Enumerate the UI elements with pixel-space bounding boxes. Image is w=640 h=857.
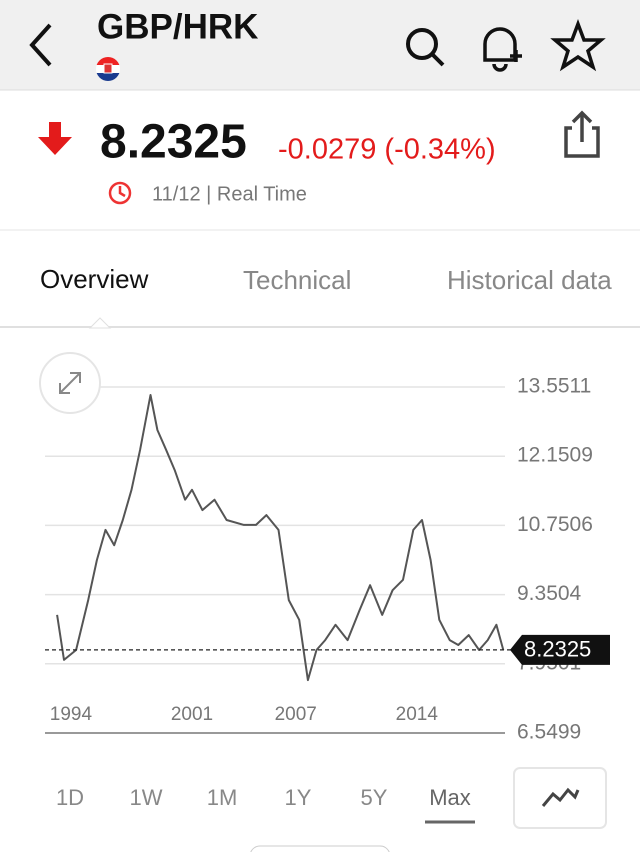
price-change: -0.0279 (-0.34%) [278,134,496,166]
clock-icon [108,181,132,205]
x-tick-label: 2001 [171,704,213,725]
x-tick-label: 2007 [275,704,317,725]
expand-button[interactable] [39,352,101,414]
top-bar [0,0,640,90]
y-tick-label: 13.5511 [517,375,591,398]
range-button[interactable]: 1M [207,785,238,810]
price-line [56,394,505,682]
x-tick-label: 1994 [50,704,93,725]
search-button[interactable] [406,28,445,67]
down-arrow [38,122,72,155]
y-tick-label: 9.3504 [517,582,582,605]
tab[interactable]: Historical data [447,265,612,295]
range-button[interactable]: Max [429,785,471,810]
last-price-marker [510,634,610,665]
bottom-handle [249,845,391,857]
flag [96,57,120,81]
back-button[interactable] [29,23,52,67]
x-tick-label: 2014 [396,704,439,725]
pair-title: GBP/HRK [97,7,258,46]
y-tick-label: 10.7506 [517,513,593,536]
range-selector: 1D 1W 1M 1Y 5Y Max [56,785,475,824]
y-tick-label: 6.5499 [517,721,581,744]
alert-button[interactable] [483,27,522,72]
tab[interactable]: Overview [40,264,149,294]
range-button[interactable]: 5Y [361,785,388,810]
last-price-label: 8.2325 [524,637,591,662]
chart-type-icon [541,787,580,807]
tab[interactable]: Technical [243,265,351,295]
range-button[interactable]: 1D [56,785,84,810]
quote-time: 11/12 | Real Time [152,183,307,205]
favorite-button[interactable] [550,19,606,72]
price: 8.2325 [100,116,247,169]
range-button[interactable]: 1Y [285,785,312,810]
range-button[interactable]: 1W [130,785,163,810]
tab-pointer [88,317,112,329]
chart: 6.54997.95019.350410.750612.150913.55111… [45,375,610,744]
y-tick-label: 12.1509 [517,444,593,467]
share-button[interactable] [564,110,600,158]
